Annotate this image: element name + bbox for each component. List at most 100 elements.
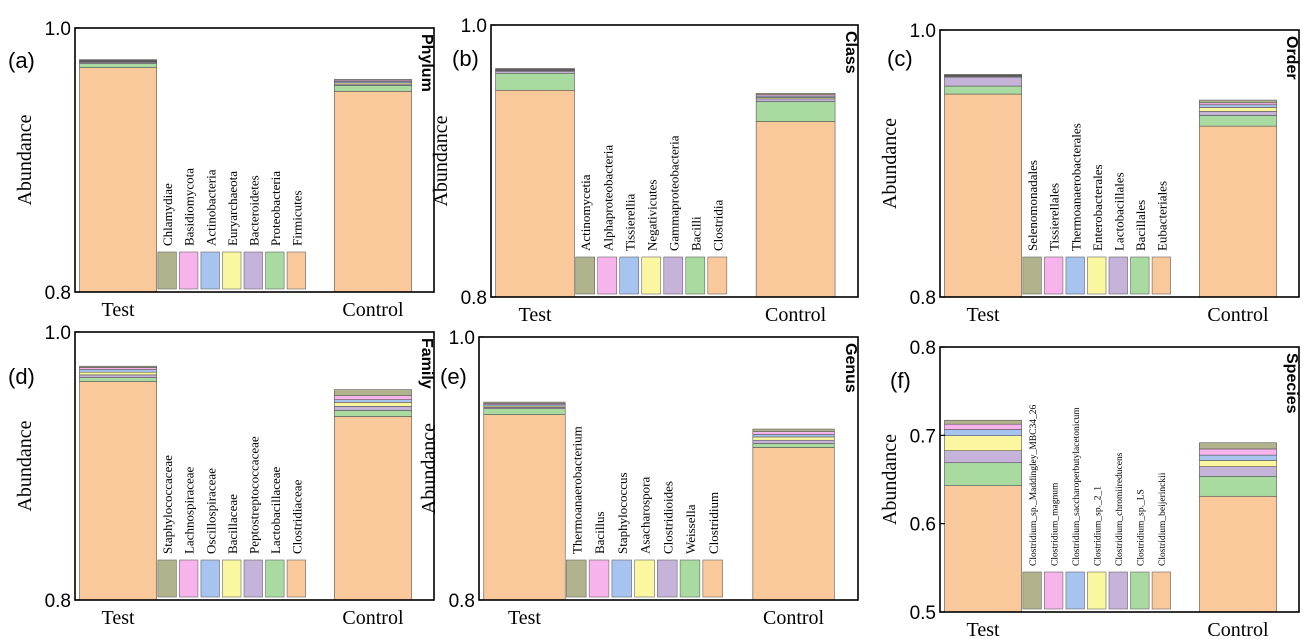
- x-tick-label: Control: [765, 304, 827, 326]
- legend-label: Clostridiaceae: [289, 479, 304, 554]
- bar-segment: [1199, 125, 1277, 298]
- legend-label: Thermoanaerobacterium: [569, 426, 584, 554]
- legend-label: Clostridium_chromiireducens: [1115, 452, 1125, 566]
- panel-label: (f): [890, 368, 911, 393]
- bar-segment: [334, 389, 412, 396]
- y-tick-label: 0.8: [45, 283, 71, 304]
- legend-label: Lactobacillaceae: [268, 466, 283, 554]
- bar-segment: [79, 369, 157, 373]
- legend-swatch: [663, 256, 684, 295]
- panel-title: Family: [418, 338, 435, 389]
- bar-segment: [944, 423, 1022, 430]
- legend-swatch: [200, 559, 220, 598]
- legend-label: Chlamydiae: [160, 183, 175, 246]
- plot-frame: [939, 29, 1300, 298]
- legend-swatch: [1130, 571, 1150, 610]
- legend-label: Bacillaceae: [225, 494, 240, 554]
- bar-segment: [944, 85, 1022, 95]
- y-tick-label: 0.8: [461, 288, 487, 309]
- legend-label: Tissierellia: [622, 193, 637, 251]
- legend-swatch: [657, 559, 678, 598]
- bar-segment: [1199, 454, 1277, 461]
- legend-label: Enterobacterales: [1090, 164, 1105, 251]
- bar-segment: [1199, 104, 1277, 108]
- legend-label: Firmicutes: [289, 190, 304, 246]
- legend-label: Thermoanaerobacterales: [1068, 123, 1083, 251]
- bar-segment: [755, 98, 836, 102]
- bar-segment: [334, 402, 412, 407]
- legend-label: Bacillus: [592, 511, 607, 554]
- legend-label: Clostridium_magnum: [1050, 482, 1060, 566]
- legend-label: Weissella: [683, 504, 698, 554]
- bar-segment: [1199, 115, 1277, 127]
- y-axis-title: Abundance: [879, 118, 901, 209]
- legend-swatch: [265, 251, 285, 290]
- bar-segment: [334, 85, 412, 92]
- legend-swatch: [641, 256, 662, 295]
- bar-segment: [495, 89, 575, 298]
- y-tick-label: 0.8: [910, 288, 936, 309]
- bar-segment: [334, 79, 412, 81]
- bar-segment: [79, 371, 157, 376]
- legend-label: Peptostreptococcaceae: [246, 436, 261, 554]
- legend-label: Gammaproteobacteria: [666, 135, 681, 251]
- bar-segment: [334, 410, 412, 417]
- legend-label: Clostridioides: [660, 481, 675, 554]
- legend-label: Clostridium_sp._Maddingley_MBC34_26: [1029, 405, 1039, 566]
- legend-label: Clostridia: [710, 199, 725, 251]
- legend-swatch: [1087, 256, 1107, 295]
- legend-swatch: [588, 559, 610, 598]
- legend-swatch: [157, 251, 177, 290]
- y-tick-label: 0.8: [45, 591, 71, 612]
- legend-swatch: [265, 559, 285, 598]
- bar-segment: [495, 72, 575, 91]
- legend-swatch: [619, 256, 640, 295]
- bar-segment: [1199, 495, 1277, 613]
- bar-segment: [944, 419, 1022, 425]
- x-tick-label: Control: [342, 299, 404, 321]
- legend-swatch: [222, 559, 242, 598]
- legend-swatch: [1108, 256, 1128, 295]
- legend-swatch: [200, 251, 220, 290]
- bar-segment: [1199, 466, 1277, 477]
- x-tick-label: Test: [967, 619, 1000, 639]
- bar-segment: [483, 401, 566, 404]
- bar-segment: [79, 367, 157, 370]
- bar-segment: [495, 70, 575, 74]
- x-tick-label: Control: [1207, 619, 1269, 639]
- bar-segment: [1199, 99, 1277, 104]
- y-tick-label: 1.0: [45, 19, 71, 40]
- bar-segment: [944, 462, 1022, 486]
- legend-swatch: [1044, 571, 1064, 610]
- legend-label: Clostridium_saccharoperbutylacetonicum: [1072, 407, 1082, 566]
- bar-segment: [1199, 476, 1277, 497]
- y-tick-label: 1.0: [910, 21, 936, 42]
- bar-segment: [944, 429, 1022, 436]
- bar-segment: [944, 93, 1022, 298]
- legend-label: Euryarchaeota: [225, 171, 240, 246]
- panel-title: Genus: [842, 343, 859, 393]
- y-axis-title: Abundance: [418, 423, 440, 514]
- legend-label: Alphaproteobacteria: [600, 145, 615, 251]
- bar-segment: [1199, 442, 1277, 450]
- legend-label: Lachnospiraceae: [182, 466, 197, 554]
- bar-segment: [1199, 448, 1277, 456]
- bar-segment: [752, 447, 835, 601]
- y-axis-title: Abundance: [14, 114, 36, 205]
- legend-swatch: [1151, 571, 1171, 610]
- x-tick-label: Test: [508, 607, 541, 629]
- y-tick-label: 0.8: [449, 591, 475, 612]
- bar-segment: [944, 435, 1022, 452]
- legend-swatch: [685, 256, 706, 295]
- legend-swatch: [1044, 256, 1064, 295]
- legend-label: Oscillospiraceae: [203, 468, 218, 554]
- legend-swatch: [611, 559, 632, 598]
- plot-frame: [939, 346, 1300, 613]
- legend-label: Negativicutes: [644, 180, 659, 251]
- legend-swatch: [1065, 571, 1085, 610]
- bar-segment: [752, 428, 835, 432]
- panel-title: Phylum: [418, 34, 435, 92]
- y-tick-label: 1.0: [461, 16, 487, 37]
- legend-label: Asacharospora: [638, 477, 653, 554]
- x-tick-label: Control: [342, 607, 404, 629]
